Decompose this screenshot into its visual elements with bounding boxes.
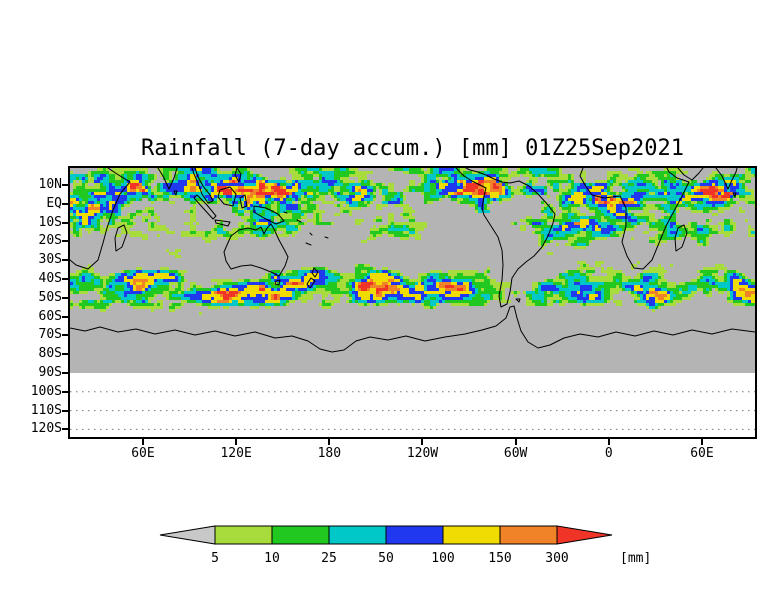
coastline-java bbox=[214, 219, 231, 227]
coastline-arabia bbox=[677, 168, 704, 181]
y-tick-label: 10S bbox=[38, 214, 62, 230]
colorbar-tick-label: 50 bbox=[378, 551, 394, 566]
coastline-africa bbox=[579, 168, 690, 270]
colorbar-units-label: [mm] bbox=[620, 551, 651, 566]
coastline-madagascar-repeat bbox=[114, 224, 128, 252]
coastline-pacific-islands bbox=[283, 211, 329, 246]
y-tick-mark bbox=[62, 259, 70, 262]
coastline-philippines bbox=[234, 168, 242, 183]
coastline-sulawesi bbox=[239, 194, 248, 209]
y-tick-label: 20S bbox=[38, 233, 62, 249]
y-tick-mark bbox=[62, 409, 70, 412]
x-tick-label: 180 bbox=[317, 446, 342, 461]
y-tick-label: 110S bbox=[30, 402, 62, 418]
y-tick-mark bbox=[62, 428, 70, 431]
coastline-new-zealand-north bbox=[311, 267, 319, 278]
colorbar: [mm] 5 10 25 50 100 150 300 bbox=[159, 525, 651, 566]
y-tick-mark bbox=[62, 221, 70, 224]
colorbar-overflow-arrow bbox=[556, 525, 613, 545]
chart-title: Rainfall (7-day accum.) [mm] 01Z25Sep202… bbox=[140, 136, 685, 161]
colorbar-segment bbox=[385, 525, 444, 545]
x-tick-mark bbox=[328, 438, 331, 445]
coastline-new-zealand-south bbox=[306, 277, 316, 289]
colorbar-tick-label: 5 bbox=[211, 551, 219, 566]
x-tick-mark bbox=[700, 438, 703, 445]
x-tick-mark bbox=[607, 438, 610, 445]
x-tick-mark bbox=[235, 438, 238, 445]
colorbar-tick-label: 150 bbox=[488, 551, 511, 566]
colorbar-segment bbox=[442, 525, 501, 545]
y-tick-label: 70S bbox=[38, 327, 62, 343]
y-tick-label: 60S bbox=[38, 308, 62, 324]
colorbar-segment bbox=[214, 525, 273, 545]
y-tick-label: 50S bbox=[38, 289, 62, 305]
coastline-sri-lanka bbox=[173, 190, 178, 196]
coastline-tasmania bbox=[274, 279, 281, 286]
coastline-madagascar bbox=[674, 224, 688, 252]
colorbar-segment bbox=[499, 525, 558, 545]
colorbar-tick-label: 10 bbox=[264, 551, 280, 566]
coastline-new-guinea bbox=[253, 205, 285, 225]
coastline-australia bbox=[223, 223, 289, 277]
coastline-sri-lanka-repeat bbox=[732, 192, 737, 198]
x-tick-mark bbox=[514, 438, 517, 445]
x-tick-label: 60W bbox=[503, 446, 528, 461]
y-tick-label: 40S bbox=[38, 271, 62, 286]
x-tick-label: 60E bbox=[690, 446, 714, 461]
y-tick-label: EQ bbox=[46, 195, 62, 211]
y-tick-mark bbox=[62, 353, 70, 356]
y-tick-label: 100S bbox=[30, 383, 62, 399]
colorbar-segment bbox=[328, 525, 387, 545]
y-tick-mark bbox=[62, 334, 70, 337]
y-tick-mark bbox=[62, 240, 70, 243]
colorbar-underflow-arrow bbox=[159, 525, 216, 545]
x-tick-label: 120E bbox=[220, 446, 252, 461]
y-tick-mark bbox=[62, 202, 70, 205]
y-tick-label: 90S bbox=[38, 365, 62, 380]
colorbar-segment bbox=[271, 525, 330, 545]
y-tick-mark bbox=[62, 278, 70, 280]
colorbar-tick-label: 100 bbox=[431, 551, 454, 566]
coastline-overlay bbox=[70, 168, 755, 430]
coastline-south-america bbox=[455, 168, 556, 308]
coastline-sumatra bbox=[193, 194, 217, 220]
rainfall-field-canvas bbox=[70, 168, 755, 373]
y-tick-label: 30S bbox=[38, 252, 62, 268]
y-tick-mark bbox=[62, 315, 70, 318]
coastline-falklands bbox=[515, 298, 521, 303]
y-tick-mark bbox=[62, 372, 70, 374]
x-tick-mark bbox=[421, 438, 424, 445]
colorbar-tick-label: 25 bbox=[321, 551, 337, 566]
colorbar-tick-label: 300 bbox=[545, 551, 568, 566]
coastline-antarctica bbox=[70, 305, 755, 353]
x-tick-label: 120W bbox=[406, 446, 439, 461]
y-tick-mark bbox=[62, 184, 70, 186]
y-tick-mark bbox=[62, 390, 70, 393]
coastline-india-repeat bbox=[715, 168, 738, 190]
coastline-borneo bbox=[217, 186, 237, 207]
x-tick-label: 60E bbox=[131, 446, 155, 461]
x-tick-mark bbox=[141, 438, 144, 445]
y-tick-mark bbox=[62, 296, 70, 299]
coastline-africa-east-repeat bbox=[70, 168, 131, 270]
y-tick-label: 10N bbox=[38, 177, 62, 192]
x-tick-label: 0 bbox=[604, 446, 613, 461]
y-tick-label: 80S bbox=[38, 346, 62, 362]
y-tick-label: 120S bbox=[30, 421, 62, 437]
coastline-india bbox=[157, 168, 178, 190]
coastline-indochina bbox=[191, 168, 214, 204]
